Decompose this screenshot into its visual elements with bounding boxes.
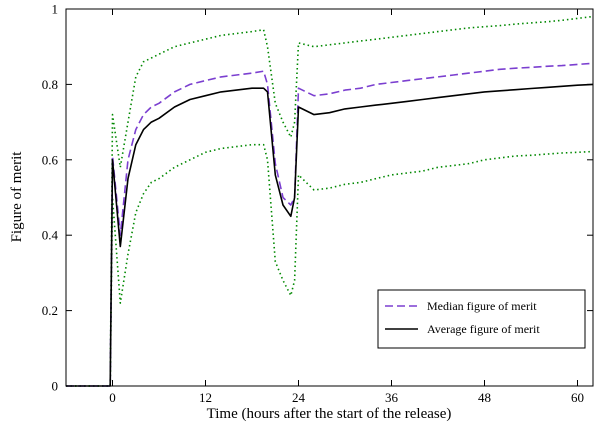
legend-box xyxy=(377,289,586,349)
series-lower-dotted-bound xyxy=(66,143,594,387)
x-tick-label: 36 xyxy=(385,390,399,405)
y-axis: 0 0.2 0.4 0.6 0.8 1 xyxy=(42,2,593,394)
series-average-figure-of-merit xyxy=(66,83,594,387)
legend-label-average: Average figure of merit xyxy=(427,322,540,336)
x-tick-label: 60 xyxy=(571,390,584,405)
x-axis: 0 12 24 36 48 60 xyxy=(109,9,584,405)
series-upper-dotted-bound xyxy=(66,15,594,387)
plot-series-layer xyxy=(66,15,594,387)
x-tick-label: 48 xyxy=(478,390,491,405)
y-tick-label: 0.8 xyxy=(42,77,58,92)
y-tick-label: 0.6 xyxy=(42,152,59,167)
x-tick-label: 12 xyxy=(199,390,212,405)
y-tick-label: 1 xyxy=(52,2,59,17)
series-median-figure-of-merit xyxy=(66,62,594,387)
y-tick-label: 0.2 xyxy=(42,303,58,318)
y-tick-label: 0.4 xyxy=(42,228,59,243)
y-tick-label: 0 xyxy=(52,379,59,394)
legend: Median figure of merit Average figure of… xyxy=(377,289,586,349)
y-axis-label: Figure of merit xyxy=(9,151,25,243)
x-tick-label: 0 xyxy=(109,390,116,405)
legend-label-median: Median figure of merit xyxy=(427,299,537,313)
x-tick-label: 24 xyxy=(292,390,306,405)
x-axis-label: Time (hours after the start of the relea… xyxy=(207,406,452,422)
plot-frame xyxy=(65,8,594,387)
